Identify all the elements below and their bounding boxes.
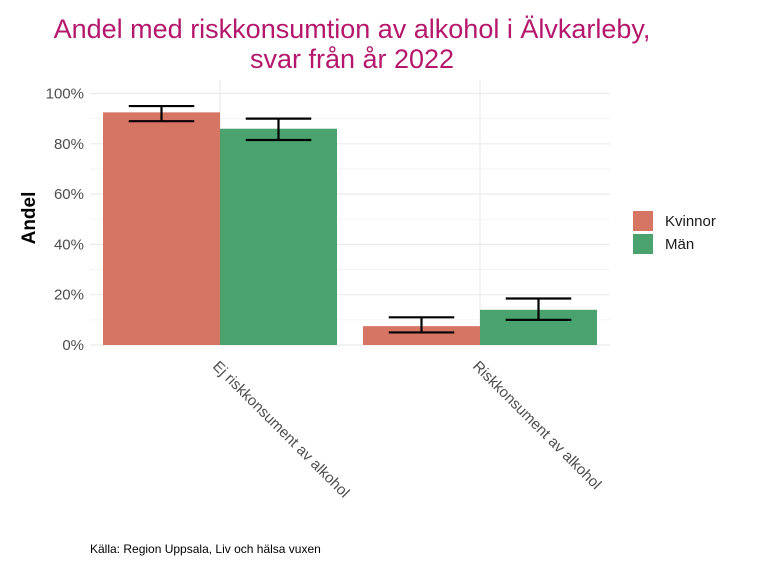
legend: Kvinnor Män — [633, 211, 716, 254]
y-axis-ticks: 0% 20% 40% 60% 80% 100% — [46, 86, 84, 355]
y-axis-label: Andel — [19, 192, 40, 245]
bars — [103, 112, 597, 345]
y-tick-label: 20% — [54, 287, 84, 304]
bar-kvinnor — [363, 326, 480, 345]
legend-swatch-kvinnor — [633, 211, 653, 231]
error-bar — [505, 297, 572, 321]
x-axis-ticks: Ej riskkonsument av alkohol Riskkonsument… — [209, 358, 604, 501]
y-tick-label: 0% — [62, 337, 84, 354]
error-bar — [128, 104, 195, 123]
legend-swatch-män — [633, 234, 653, 254]
chart-title-line-1: Andel med riskkonsumtion av alkohol i Äl… — [54, 14, 651, 44]
caption: Källa: Region Uppsala, Liv och hälsa vux… — [90, 542, 321, 556]
y-tick-label: 40% — [54, 236, 84, 253]
legend-label: Kvinnor — [665, 213, 716, 230]
y-tick-label: 80% — [54, 136, 84, 153]
error-bar — [245, 117, 312, 142]
x-tick-label: Riskkonsument av alkohol — [469, 358, 604, 493]
error-bar — [388, 316, 455, 334]
bar-män — [220, 128, 337, 345]
y-tick-label: 100% — [46, 86, 84, 103]
bar-kvinnor — [103, 112, 220, 345]
x-tick-label: Ej riskkonsument av alkohol — [209, 358, 352, 501]
y-tick-label: 60% — [54, 186, 84, 203]
legend-label: Män — [665, 236, 694, 253]
error-bars — [128, 104, 572, 334]
chart-title-line-2: svar från år 2022 — [250, 44, 454, 74]
